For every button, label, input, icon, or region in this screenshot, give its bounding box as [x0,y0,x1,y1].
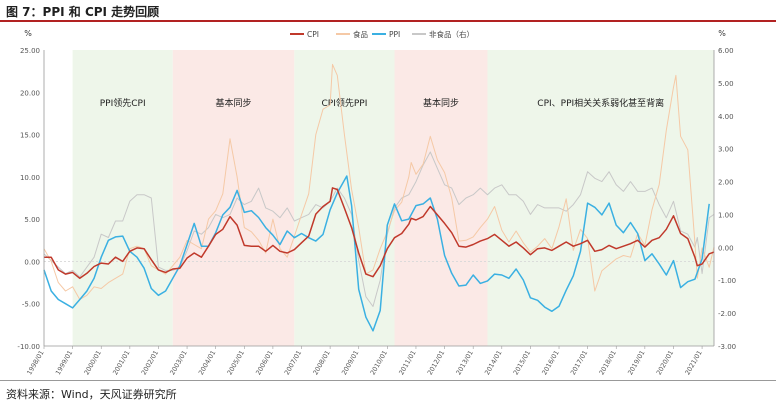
x-tick-label: 2014/01 [483,349,503,376]
region-label: 基本同步 [423,97,459,109]
x-tick-label: 2009/01 [340,349,360,376]
ppi-cpi-chart: PPI领先CPI 基本同步 CPI领先PPI 基本同步 CPI、PPI相关关系弱化甚至背… [17,29,736,376]
right-tick-label: 0.00 [718,244,734,252]
region-band [394,50,488,346]
x-tick-label: 2015/01 [512,349,532,376]
x-tick-label: 2016/01 [540,349,560,376]
region-label: CPI、PPI相关关系弱化甚至背离 [537,97,664,109]
x-tick-label: 2010/01 [369,349,389,376]
left-tick-label: 10.00 [20,174,40,182]
region-bands: PPI领先CPI 基本同步 CPI领先PPI 基本同步 CPI、PPI相关关系弱化甚至背… [72,50,714,346]
x-tick-label: 2021/01 [683,349,703,376]
legend-label: 食品 [353,29,368,39]
right-tick-label: 6.00 [718,47,734,55]
x-tick-label: 2000/01 [83,349,103,376]
legend-label: CPI [307,30,319,39]
x-tick-label: 2012/01 [426,349,446,376]
region-label: 基本同步 [216,97,252,109]
series-lines [43,63,715,332]
right-tick-label: 2.00 [718,179,734,187]
title-divider [0,20,776,22]
left-axis-unit: % [24,29,32,38]
x-tick-label: 2019/01 [626,349,646,376]
x-tick-label: 2007/01 [283,349,303,376]
left-tick-label: 5.00 [24,216,40,224]
x-tick-label: 2011/01 [397,349,417,376]
region-band [487,50,714,346]
series-line [44,187,715,280]
left-tick-label: -5.00 [22,301,40,309]
left-tick-label: -10.00 [17,343,40,351]
right-tick-label: 3.00 [718,146,734,154]
series-line [43,175,710,332]
left-tick-label: 0.00 [24,258,40,266]
region-label: PPI领先CPI [100,97,146,109]
right-tick-label: -2.00 [718,310,736,318]
x-tick-label: 2001/01 [111,349,131,376]
x-tick-label: 1999/01 [54,349,74,376]
x-tick-label: 2003/01 [168,349,188,376]
footer-divider [0,380,776,381]
x-tick-label: 1998/01 [25,349,45,376]
legend: CPI 食品 PPI 非食品（右） [290,29,474,39]
x-tick-label: 2017/01 [569,349,589,376]
x-tick-label: 2006/01 [254,349,274,376]
right-axis-unit: % [718,29,726,38]
x-tick-label: 2020/01 [655,349,675,376]
region-label: CPI领先PPI [321,97,367,109]
source-note: 资料来源：Wind，天风证券研究所 [6,388,177,401]
left-tick-label: 15.00 [20,132,40,140]
x-tick-label: 2002/01 [140,349,160,376]
x-tick-label: 2005/01 [226,349,246,376]
right-tick-label: 5.00 [718,80,734,88]
region-band [72,50,173,346]
x-tick-label: 2008/01 [311,349,331,376]
right-tick-label: -3.00 [718,343,736,351]
x-tick-label: 2018/01 [598,349,618,376]
left-tick-label: 20.00 [20,89,40,97]
right-tick-label: -1.00 [718,277,736,285]
x-tick-label: 2013/01 [454,349,474,376]
left-tick-label: 25.00 [20,47,40,55]
figure-title: 图 7：PPI 和 CPI 走势回顾 [6,5,160,19]
x-tick-label: 2004/01 [197,349,217,376]
right-tick-label: 1.00 [718,211,734,219]
legend-label: 非食品（右） [429,29,474,39]
right-tick-label: 4.00 [718,113,734,121]
legend-label: PPI [389,30,400,39]
